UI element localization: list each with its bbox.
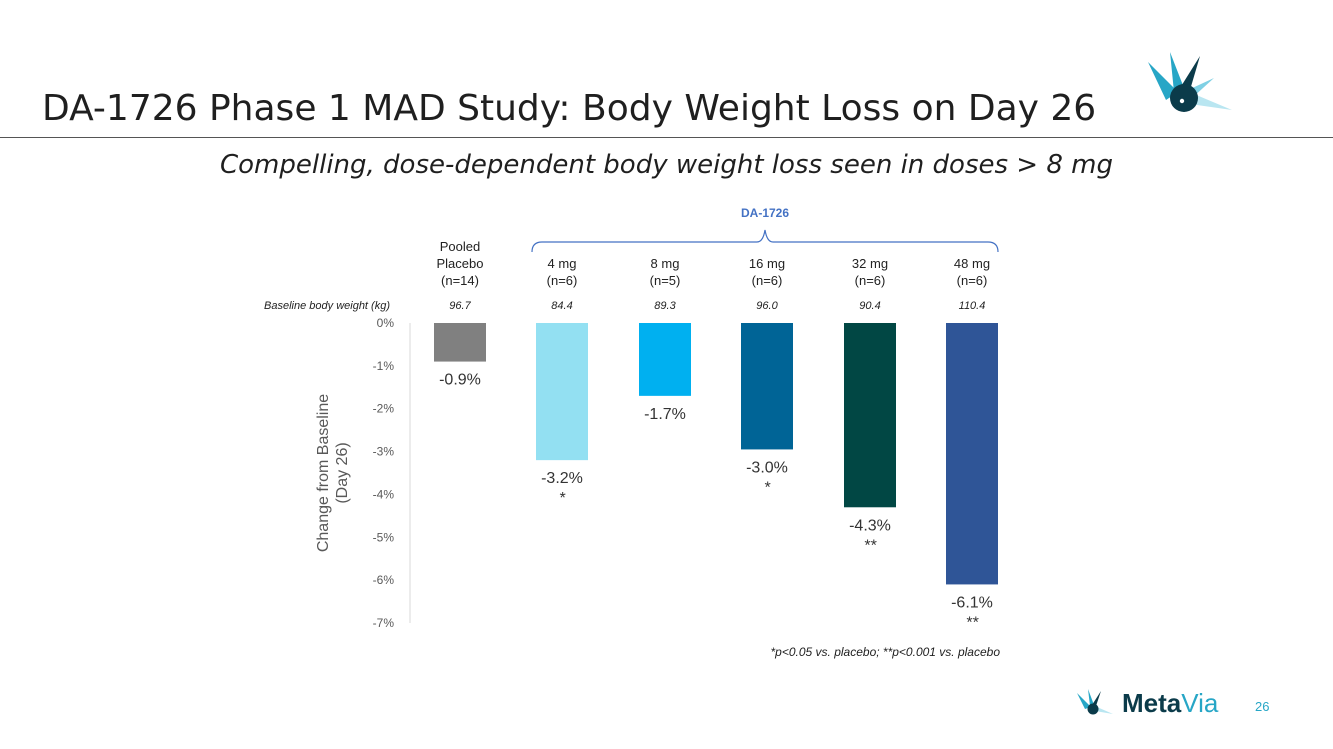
footer-logo-icon bbox=[1077, 689, 1113, 715]
bar bbox=[741, 323, 793, 450]
significance-marker: * bbox=[559, 490, 566, 507]
significance-marker: * bbox=[764, 479, 771, 496]
category-label: (n=6) bbox=[855, 273, 886, 288]
bar-value-label: -1.7% bbox=[644, 406, 686, 423]
y-tick-label: -5% bbox=[373, 530, 395, 544]
y-tick-label: -7% bbox=[373, 616, 395, 630]
page-number: 26 bbox=[1255, 699, 1270, 714]
category-label: Placebo bbox=[437, 256, 484, 271]
category-label: 48 mg bbox=[954, 256, 990, 271]
category-label: (n=6) bbox=[752, 273, 783, 288]
slide-subtitle: Compelling, dose-dependent body weight l… bbox=[219, 150, 1113, 180]
brand-via: Via bbox=[1181, 688, 1219, 718]
slide-title: DA-1726 Phase 1 MAD Study: Body Weight L… bbox=[42, 88, 1097, 129]
bar bbox=[639, 323, 691, 396]
baseline-row-label: Baseline body weight (kg) bbox=[264, 300, 390, 312]
significance-marker: ** bbox=[864, 537, 877, 554]
baseline-weight: 96.0 bbox=[756, 300, 778, 312]
category-label: 4 mg bbox=[548, 256, 577, 271]
bar-value-label: -4.3% bbox=[849, 517, 891, 534]
brand-meta: Meta bbox=[1122, 688, 1182, 718]
title-divider bbox=[0, 137, 1333, 138]
dose-group-label: DA-1726 bbox=[741, 206, 789, 220]
category-label: 8 mg bbox=[651, 256, 680, 271]
category-label: (n=6) bbox=[547, 273, 578, 288]
category-label: 16 mg bbox=[749, 256, 785, 271]
bar-value-label: -0.9% bbox=[439, 372, 481, 389]
y-tick-label: -2% bbox=[373, 402, 395, 416]
y-tick-label: -3% bbox=[373, 445, 395, 459]
metavia-logo-icon bbox=[1148, 52, 1232, 112]
bar bbox=[946, 323, 998, 585]
bar bbox=[536, 323, 588, 461]
category-label: (n=5) bbox=[650, 273, 681, 288]
baseline-weight: 96.7 bbox=[449, 300, 471, 312]
category-label: (n=14) bbox=[441, 273, 479, 288]
baseline-weight: 110.4 bbox=[959, 300, 986, 312]
y-axis-title-line1: Change from Baseline bbox=[315, 394, 332, 552]
y-tick-label: -4% bbox=[373, 487, 395, 501]
category-label: (n=6) bbox=[957, 273, 988, 288]
dose-group-brace bbox=[531, 229, 999, 253]
y-tick-label: -6% bbox=[373, 573, 395, 587]
category-label: 32 mg bbox=[852, 256, 888, 271]
y-axis-title-line2: (Day 26) bbox=[334, 442, 351, 503]
significance-marker: ** bbox=[966, 614, 979, 631]
y-axis-title: Change from Baseline (Day 26) bbox=[315, 394, 351, 552]
y-tick-label: -1% bbox=[373, 359, 395, 373]
bar-value-label: -6.1% bbox=[951, 594, 993, 611]
bar-value-label: -3.0% bbox=[746, 459, 788, 476]
bar bbox=[844, 323, 896, 508]
category-label: Pooled bbox=[440, 239, 480, 254]
bar bbox=[434, 323, 486, 362]
baseline-weight: 84.4 bbox=[551, 300, 572, 312]
y-tick-label: 0% bbox=[377, 316, 395, 330]
baseline-weight: 89.3 bbox=[654, 300, 676, 312]
bar-value-label: -3.2% bbox=[541, 470, 583, 487]
significance-footnote: *p<0.05 vs. placebo; **p<0.001 vs. place… bbox=[770, 645, 1001, 659]
baseline-weight: 90.4 bbox=[859, 300, 880, 312]
brand-wordmark: MetaVia bbox=[1122, 688, 1218, 719]
